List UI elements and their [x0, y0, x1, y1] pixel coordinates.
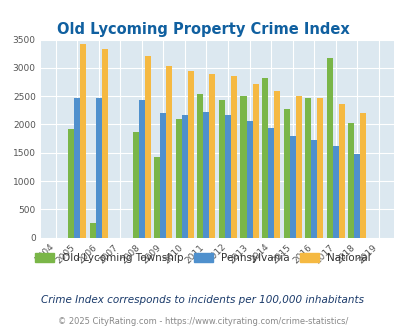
Text: Old Lycoming Property Crime Index: Old Lycoming Property Crime Index	[56, 22, 349, 37]
Bar	[267, 128, 273, 238]
Bar	[166, 66, 172, 238]
Bar	[332, 146, 338, 238]
Bar	[289, 136, 295, 238]
Bar	[154, 157, 160, 238]
Bar	[218, 100, 224, 238]
Bar	[90, 223, 96, 238]
Bar	[261, 78, 267, 238]
Bar	[160, 113, 166, 238]
Bar	[96, 98, 102, 238]
Bar	[283, 109, 289, 238]
Bar	[209, 74, 215, 238]
Bar	[197, 94, 203, 238]
Bar	[246, 121, 252, 238]
Legend: Old Lycoming Township, Pennsylvania, National: Old Lycoming Township, Pennsylvania, Nat…	[31, 248, 374, 267]
Bar	[145, 56, 151, 238]
Bar	[102, 49, 108, 238]
Bar	[139, 100, 145, 238]
Bar	[175, 119, 181, 238]
Bar	[80, 44, 86, 238]
Bar	[295, 96, 301, 238]
Bar	[230, 76, 237, 238]
Bar	[353, 154, 359, 238]
Text: © 2025 CityRating.com - https://www.cityrating.com/crime-statistics/: © 2025 CityRating.com - https://www.city…	[58, 317, 347, 326]
Bar	[304, 98, 310, 238]
Bar	[347, 123, 353, 238]
Bar	[132, 132, 139, 238]
Bar	[359, 113, 365, 238]
Bar	[224, 115, 230, 238]
Bar	[203, 112, 209, 238]
Bar	[74, 98, 80, 238]
Bar	[338, 104, 344, 238]
Bar	[181, 115, 188, 238]
Bar	[310, 140, 316, 238]
Bar	[68, 129, 74, 238]
Bar	[188, 71, 194, 238]
Bar	[316, 98, 322, 238]
Bar	[240, 96, 246, 238]
Text: Crime Index corresponds to incidents per 100,000 inhabitants: Crime Index corresponds to incidents per…	[41, 295, 364, 305]
Bar	[252, 84, 258, 238]
Bar	[326, 58, 332, 238]
Bar	[273, 90, 279, 238]
